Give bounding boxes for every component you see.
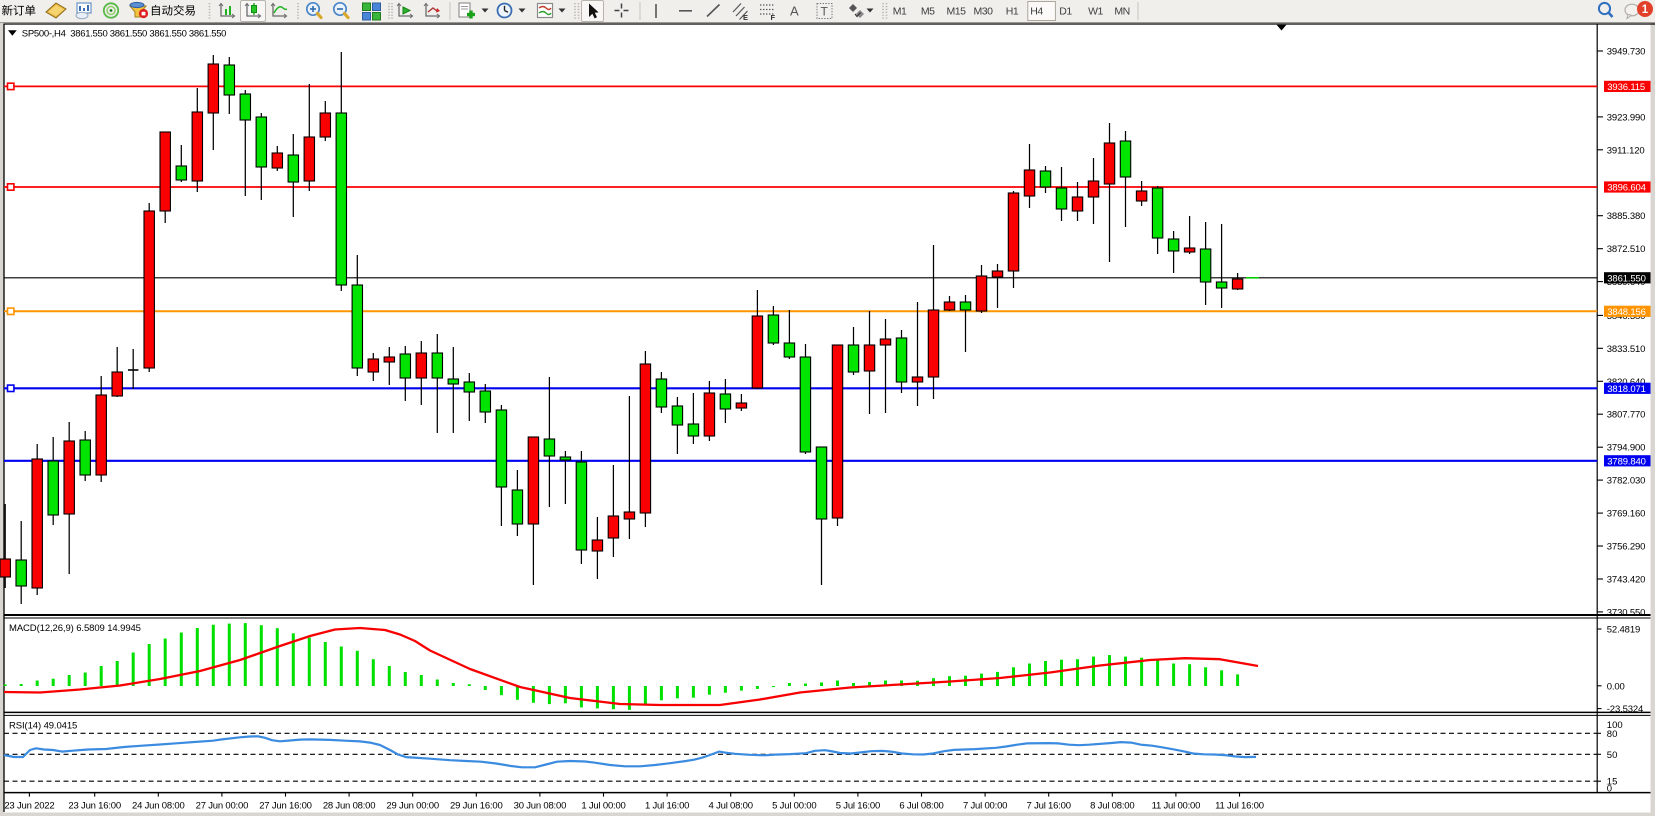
svg-text:3818.071: 3818.071 [1607, 384, 1645, 395]
svg-text:29 Jun 16:00: 29 Jun 16:00 [450, 801, 503, 812]
svg-text:H1: H1 [1006, 6, 1019, 18]
svg-text:3949.730: 3949.730 [1607, 47, 1645, 58]
svg-text:D1: D1 [1059, 6, 1072, 18]
svg-text:27 Jun 16:00: 27 Jun 16:00 [259, 801, 312, 812]
svg-text:3769.160: 3769.160 [1607, 509, 1645, 520]
svg-text:H4: H4 [1030, 6, 1043, 18]
svg-text:3896.604: 3896.604 [1607, 183, 1645, 194]
svg-text:24 Jun 08:00: 24 Jun 08:00 [132, 801, 185, 812]
svg-text:3756.290: 3756.290 [1607, 542, 1645, 553]
svg-text:1: 1 [1642, 4, 1649, 16]
svg-text:3794.900: 3794.900 [1607, 443, 1645, 454]
svg-text:27 Jun 00:00: 27 Jun 00:00 [196, 801, 249, 812]
svg-text:8 Jul 08:00: 8 Jul 08:00 [1090, 801, 1134, 812]
svg-text:6 Jul 08:00: 6 Jul 08:00 [899, 801, 943, 812]
svg-text:52.4819: 52.4819 [1607, 625, 1640, 636]
svg-text:7 Jul 16:00: 7 Jul 16:00 [1027, 801, 1071, 812]
svg-text:30 Jun 08:00: 30 Jun 08:00 [514, 801, 567, 812]
svg-text:23 Jun 16:00: 23 Jun 16:00 [68, 801, 121, 812]
svg-text:3807.770: 3807.770 [1607, 410, 1645, 421]
svg-text:29 Jun 00:00: 29 Jun 00:00 [386, 801, 439, 812]
svg-text:M5: M5 [921, 6, 935, 18]
svg-text:5 Jul 16:00: 5 Jul 16:00 [836, 801, 880, 812]
svg-text:0: 0 [1607, 783, 1612, 794]
svg-text:1 Jul 00:00: 1 Jul 00:00 [581, 801, 625, 812]
svg-text:E: E [743, 13, 748, 22]
svg-text:3789.840: 3789.840 [1607, 456, 1645, 467]
svg-text:-23.5324: -23.5324 [1607, 704, 1643, 715]
svg-text:3848.156: 3848.156 [1607, 307, 1645, 318]
svg-text:A: A [790, 4, 799, 19]
svg-text:1 Jul 16:00: 1 Jul 16:00 [645, 801, 689, 812]
svg-text:28 Jun 08:00: 28 Jun 08:00 [323, 801, 376, 812]
svg-text:4 Jul 08:00: 4 Jul 08:00 [709, 801, 753, 812]
svg-text:M15: M15 [947, 6, 967, 18]
svg-text:SP500-,H4 3861.550 3861.550 3: SP500-,H4 3861.550 3861.550 3861.550 386… [22, 28, 226, 39]
svg-text:100: 100 [1607, 720, 1623, 731]
svg-text:3743.420: 3743.420 [1607, 575, 1645, 586]
svg-text:80: 80 [1607, 729, 1618, 740]
svg-text:3923.990: 3923.990 [1607, 112, 1645, 123]
svg-text:M30: M30 [974, 6, 994, 18]
svg-text:T: T [821, 5, 829, 19]
svg-text:5 Jul 00:00: 5 Jul 00:00 [772, 801, 816, 812]
svg-text:3885.380: 3885.380 [1607, 211, 1645, 222]
svg-text:3730.550: 3730.550 [1607, 607, 1645, 618]
svg-text:3820.640: 3820.640 [1607, 377, 1645, 388]
svg-text:0.00: 0.00 [1607, 681, 1625, 692]
svg-text:MN: MN [1114, 6, 1129, 18]
svg-text:M1: M1 [893, 6, 907, 18]
svg-text:3782.030: 3782.030 [1607, 476, 1645, 487]
svg-text:3833.510: 3833.510 [1607, 344, 1645, 355]
svg-text:MACD(12,26,9) 6.5809 14.9945: MACD(12,26,9) 6.5809 14.9945 [9, 623, 141, 634]
svg-text:7 Jul 00:00: 7 Jul 00:00 [963, 801, 1007, 812]
svg-text:3911.120: 3911.120 [1607, 145, 1645, 156]
svg-text:15: 15 [1607, 777, 1618, 788]
svg-text:W1: W1 [1088, 6, 1103, 18]
svg-text:50: 50 [1607, 750, 1618, 761]
svg-text:3861.550: 3861.550 [1607, 273, 1645, 284]
svg-text:3936.115: 3936.115 [1607, 82, 1645, 93]
svg-text:F: F [771, 13, 776, 22]
svg-text:11 Jul 16:00: 11 Jul 16:00 [1215, 801, 1264, 812]
svg-text:11 Jul 00:00: 11 Jul 00:00 [1152, 801, 1201, 812]
svg-text:23 Jun 2022: 23 Jun 2022 [4, 801, 54, 812]
svg-text:3872.510: 3872.510 [1607, 244, 1645, 255]
svg-text:RSI(14) 49.0415: RSI(14) 49.0415 [9, 721, 77, 732]
